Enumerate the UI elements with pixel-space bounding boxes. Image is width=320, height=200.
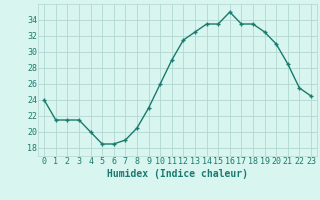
X-axis label: Humidex (Indice chaleur): Humidex (Indice chaleur): [107, 169, 248, 179]
